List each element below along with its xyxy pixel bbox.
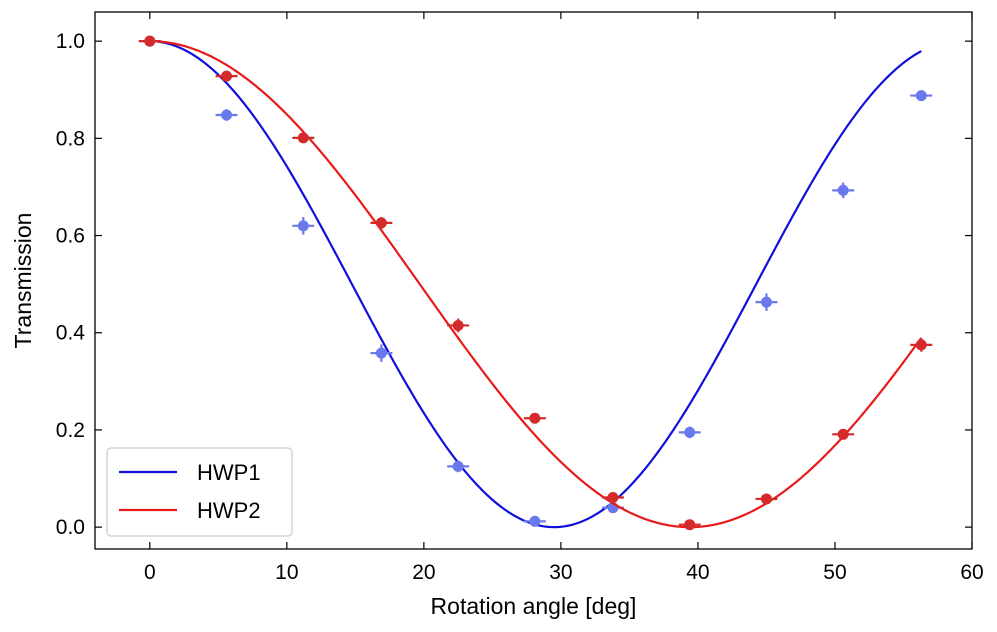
x-axis: 0 10 20 30 40 50 60 [144, 12, 984, 584]
x-tick-label: 10 [275, 561, 298, 584]
x-axis-label: Rotation angle [deg] [431, 593, 637, 619]
data-point-hwp2 [837, 428, 849, 440]
legend: HWP1 HWP2 [106, 447, 293, 537]
series-hwp2 [138, 35, 933, 531]
data-point-hwp1 [375, 347, 387, 359]
data-point-hwp2 [915, 339, 927, 351]
y-tick-label: 0.2 [56, 419, 85, 442]
series-layer [138, 35, 933, 531]
data-point-hwp1 [221, 109, 233, 121]
data-point-hwp2 [375, 217, 387, 229]
data-point-hwp1 [452, 460, 464, 472]
data-point-hwp2 [221, 70, 233, 82]
plot-frame [94, 11, 973, 550]
data-point-hwp1 [837, 184, 849, 196]
data-point-hwp1 [529, 515, 541, 527]
legend-label-hwp2: HWP2 [197, 498, 261, 523]
data-point-hwp2 [452, 319, 464, 331]
data-point-hwp2 [760, 493, 772, 505]
data-point-hwp2 [684, 519, 696, 531]
x-tick-label: 0 [144, 561, 156, 584]
y-axis-label: Transmission [10, 213, 36, 349]
y-axis: 0.0 0.2 0.4 0.6 0.8 1.0 [56, 30, 972, 539]
x-tick-label: 20 [412, 561, 435, 584]
data-point-hwp1 [297, 220, 309, 232]
series-hwp1 [138, 35, 933, 529]
y-tick-label: 0.0 [56, 516, 85, 539]
x-tick-label: 40 [686, 561, 709, 584]
data-point-hwp1 [760, 296, 772, 308]
legend-label-hwp1: HWP1 [197, 460, 261, 485]
y-tick-label: 0.8 [56, 127, 85, 150]
y-tick-label: 1.0 [56, 30, 85, 53]
x-tick-label: 30 [549, 561, 572, 584]
legend-box [106, 447, 293, 537]
data-point-hwp2 [607, 491, 619, 503]
data-point-hwp1 [915, 90, 927, 102]
y-tick-label: 0.6 [56, 225, 85, 248]
fit-line-hwp2 [149, 40, 923, 529]
x-tick-label: 50 [823, 561, 846, 584]
y-tick-label: 0.4 [56, 322, 86, 345]
data-point-hwp2 [297, 132, 309, 144]
data-point-hwp1 [684, 426, 696, 438]
x-tick-label: 60 [960, 561, 983, 584]
data-point-hwp2 [529, 412, 541, 424]
data-point-hwp2 [144, 35, 156, 47]
